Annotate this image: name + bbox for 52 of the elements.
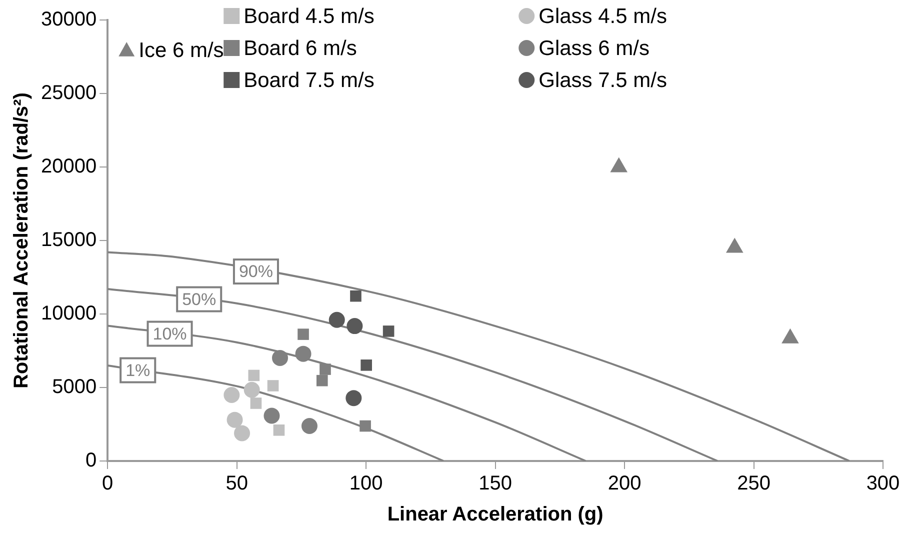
point bbox=[248, 370, 260, 382]
y-tick-label: 30000 bbox=[40, 8, 97, 31]
legend-label: Glass 6 m/s bbox=[538, 36, 650, 60]
point bbox=[295, 346, 312, 362]
x-tick-label: 250 bbox=[737, 472, 770, 495]
point bbox=[301, 418, 318, 434]
line-series bbox=[108, 288, 719, 461]
point bbox=[346, 318, 363, 334]
y-tick-label: 10000 bbox=[40, 302, 97, 325]
y-tick-label: 15000 bbox=[40, 229, 97, 252]
x-tick-label: 300 bbox=[866, 472, 900, 495]
y-tick-label: 5000 bbox=[52, 376, 97, 398]
point bbox=[346, 390, 362, 406]
point bbox=[328, 312, 345, 328]
point bbox=[316, 374, 328, 386]
point bbox=[350, 290, 362, 302]
y-tick-label: 20000 bbox=[40, 156, 97, 178]
legend-label: Board 7.5 m/s bbox=[244, 68, 374, 92]
x-tick-label: 150 bbox=[478, 472, 512, 495]
point bbox=[267, 380, 279, 392]
legend-label: Board 6 m/s bbox=[244, 36, 357, 60]
series-label: 90% bbox=[238, 262, 273, 282]
series-label: 10% bbox=[152, 324, 187, 344]
series-label: 50% bbox=[182, 290, 216, 309]
point bbox=[382, 326, 394, 337]
point bbox=[298, 328, 309, 340]
point bbox=[264, 408, 280, 424]
x-tick-label: 200 bbox=[608, 472, 642, 495]
series-label: 1% bbox=[126, 360, 150, 380]
x-axis-title: Linear Acceleration (g) bbox=[387, 504, 604, 526]
line-series bbox=[108, 324, 587, 461]
x-tick-label: 50 bbox=[226, 472, 248, 495]
y-tick-label: 25000 bbox=[40, 82, 97, 104]
legend-label: Ice 6 m/s bbox=[138, 38, 224, 62]
point bbox=[320, 364, 331, 375]
point bbox=[360, 360, 372, 371]
point bbox=[224, 386, 240, 403]
point bbox=[244, 382, 260, 398]
legend-label: Board 4.5 m/s bbox=[244, 4, 374, 28]
point bbox=[226, 412, 243, 428]
line-series bbox=[108, 251, 850, 461]
point bbox=[272, 350, 288, 366]
y-tick-label: 0 bbox=[85, 450, 97, 472]
x-tick-label: 0 bbox=[102, 472, 114, 495]
point bbox=[250, 398, 262, 409]
point bbox=[234, 425, 250, 442]
legend-label: Glass 4.5 m/s bbox=[538, 4, 667, 28]
point bbox=[273, 424, 285, 436]
point bbox=[360, 420, 371, 432]
x-tick-label: 100 bbox=[349, 472, 383, 495]
legend-label: Glass 7.5 m/s bbox=[538, 68, 667, 92]
y-axis-title: Rotational Acceleration (rad/s²) bbox=[10, 92, 33, 388]
